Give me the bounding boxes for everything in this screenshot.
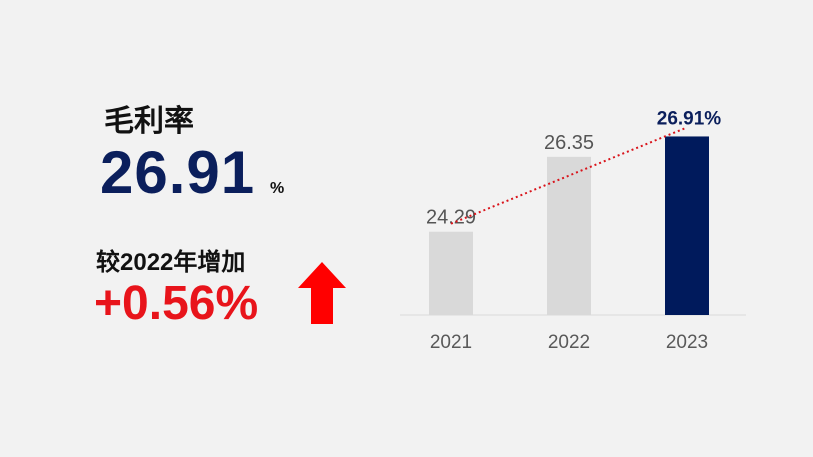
bar-2023 bbox=[665, 136, 709, 315]
kpi-unit: % bbox=[270, 180, 285, 197]
bar-2021 bbox=[429, 231, 473, 315]
data-label-2022: 26.35 bbox=[544, 132, 594, 154]
data-label-2021: 24.29 bbox=[426, 207, 476, 229]
kpi-title: 毛利率 bbox=[104, 105, 194, 138]
x-tick-label: 2022 bbox=[548, 332, 590, 353]
kpi-value: 26.91 bbox=[100, 139, 256, 206]
up-arrow-icon bbox=[298, 262, 346, 324]
data-label-2023: 26.91% bbox=[657, 108, 722, 129]
comparison-label: 较2022年增加 bbox=[96, 249, 246, 276]
x-tick-label: 2021 bbox=[430, 332, 472, 353]
change-value: +0.56% bbox=[94, 277, 259, 330]
x-tick-label: 2023 bbox=[666, 332, 708, 353]
bar-2022 bbox=[547, 156, 591, 315]
